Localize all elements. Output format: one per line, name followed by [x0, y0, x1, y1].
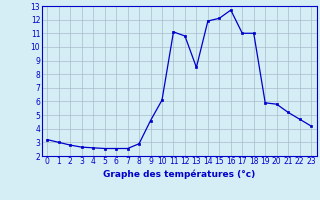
X-axis label: Graphe des températures (°c): Graphe des températures (°c) — [103, 169, 255, 179]
